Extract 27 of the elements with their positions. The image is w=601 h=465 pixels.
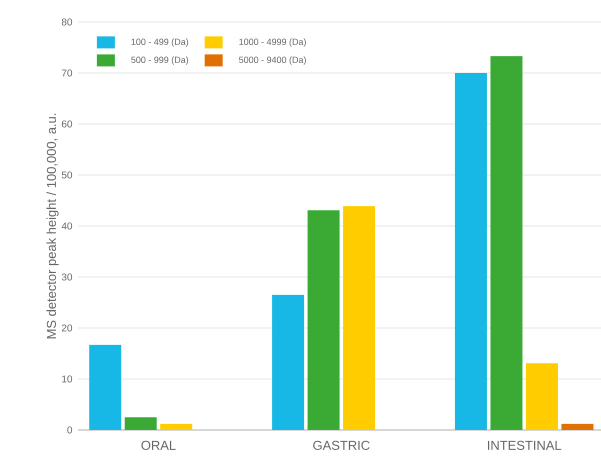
bar <box>454 73 487 430</box>
y-tick-label: 0 <box>67 426 72 434</box>
x-tick-label: ORAL <box>141 440 176 450</box>
bar <box>124 417 157 430</box>
bar <box>526 363 558 430</box>
bar <box>308 210 340 430</box>
bar <box>89 344 122 430</box>
legend-label: 5000 - 9400 (Da) <box>239 56 306 65</box>
y-tick-label: 70 <box>62 69 72 77</box>
bar <box>490 56 522 430</box>
legend-label: 500 - 999 (Da) <box>131 56 188 65</box>
y-tick-label: 50 <box>62 171 72 179</box>
y-tick-label: 60 <box>62 120 72 128</box>
bar <box>561 424 594 430</box>
y-tick-label: 10 <box>62 375 72 383</box>
y-tick-label: 30 <box>62 273 72 281</box>
legend-label: 100 - 499 (Da) <box>132 38 188 47</box>
y-axis-title: MS detector peak height / 100,000, a.u. <box>46 114 59 338</box>
bar <box>343 206 376 430</box>
y-tick-label: 20 <box>62 324 72 332</box>
bar <box>160 424 192 430</box>
legend-label: 1000 - 4999 (Da) <box>239 38 306 47</box>
y-tick-label: 80 <box>62 18 72 26</box>
x-tick-label: INTESTINAL <box>488 440 562 450</box>
bar <box>272 294 304 430</box>
y-tick-label: 40 <box>62 222 72 230</box>
x-tick-label: GASTRIC <box>313 440 370 450</box>
